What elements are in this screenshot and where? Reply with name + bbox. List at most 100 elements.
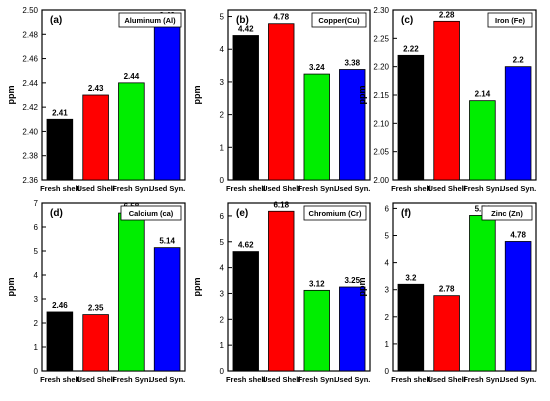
y-tick-label: 2 (385, 313, 390, 322)
bar (397, 54, 425, 181)
bar (339, 286, 366, 372)
bar-value-label: 4.62 (238, 241, 254, 250)
y-tick-label: 0 (34, 367, 39, 376)
bar (504, 241, 532, 372)
x-tick-label: Fresh Syn. (298, 375, 336, 384)
x-tick-label: Used Syn. (149, 375, 185, 384)
panel-label: (e) (236, 208, 248, 219)
bar-value-label: 5.14 (159, 237, 175, 246)
y-tick-label: 1 (220, 341, 225, 350)
bar (469, 100, 496, 181)
bar-value-label: 2.28 (439, 10, 455, 19)
x-tick-label: Used Syn. (500, 375, 536, 384)
chart-panel: 0 1 2 3 4 5 ppm 4.42 Fresh shell 4.78 Used Shell 3.… (192, 9, 371, 193)
y-tick-label: 2.05 (373, 148, 389, 157)
x-tick-label: Used Shell (262, 184, 300, 193)
bar (232, 35, 259, 181)
bar (82, 314, 109, 372)
y-tick-label: 2.42 (22, 103, 38, 112)
x-tick-label: Fresh Syn. (112, 375, 150, 384)
chart-title: Copper(Cu) (318, 16, 360, 25)
y-axis-label: ppm (192, 86, 202, 105)
y-tick-label: 2 (220, 111, 225, 120)
y-tick-label: 0 (220, 367, 225, 376)
y-tick-label: 3 (385, 286, 390, 295)
chart-panel: 0 1 2 3 4 5 6 ppm 4.62 Fresh shell 6.18 Used Shell 3… (192, 200, 371, 384)
y-tick-label: 2.36 (22, 176, 38, 185)
y-tick-label: 2.20 (373, 63, 389, 72)
bar (153, 21, 181, 181)
x-tick-label: Fresh shell (40, 184, 80, 193)
y-tick-label: 1 (385, 340, 390, 349)
y-tick-label: 2 (34, 319, 39, 328)
bar (303, 289, 330, 372)
y-tick-label: 2.46 (22, 55, 38, 64)
plot-frame (41, 202, 186, 372)
x-tick-label: Fresh shell (226, 184, 266, 193)
y-tick-label: 2.30 (373, 6, 389, 15)
bar (153, 247, 181, 372)
panel-label: (b) (236, 15, 249, 26)
bar-value-label: 2.46 (52, 301, 68, 310)
x-tick-label: Used Shell (262, 375, 300, 384)
y-tick-label: 7 (34, 199, 39, 208)
bar-value-label: 4.78 (273, 13, 289, 22)
y-tick-label: 0 (385, 367, 390, 376)
bar-value-label: 3.2 (405, 273, 417, 282)
y-tick-label: 4 (220, 264, 225, 273)
y-tick-label: 0 (220, 176, 225, 185)
y-tick-label: 2.25 (373, 34, 389, 43)
y-tick-label: 3 (220, 289, 225, 298)
chart-title: Iron (Fe) (495, 16, 525, 25)
bar-value-label: 3.25 (344, 276, 360, 285)
y-tick-label: 4 (385, 259, 390, 268)
y-tick-label: 3 (34, 295, 39, 304)
y-tick-label: 1 (34, 343, 39, 352)
title-box (311, 12, 367, 28)
bar-value-label: 2.78 (439, 285, 455, 294)
bar-value-label: 2.14 (475, 90, 491, 99)
plot-frame (392, 202, 537, 372)
title-box (118, 12, 182, 28)
bar (232, 251, 259, 372)
bar-value-label: 2.2 (513, 56, 525, 65)
panel-label: (d) (50, 208, 63, 219)
y-tick-label: 2 (220, 315, 225, 324)
y-tick-label: 5 (385, 232, 390, 241)
chart-title: Chromium (Cr) (309, 209, 362, 218)
y-tick-label: 2.50 (22, 6, 38, 15)
x-tick-label: Used Shell (427, 184, 465, 193)
bar-value-label: 2.22 (403, 44, 419, 53)
y-tick-label: 2.40 (22, 127, 38, 136)
x-tick-label: Used Syn. (334, 375, 370, 384)
y-tick-label: 2.44 (22, 79, 38, 88)
bar (82, 94, 109, 181)
x-tick-label: Used Shell (427, 375, 465, 384)
y-tick-label: 6 (34, 223, 39, 232)
bar (397, 283, 425, 372)
x-tick-label: Fresh shell (391, 375, 431, 384)
bar-value-label: 3.24 (309, 63, 325, 72)
y-tick-label: 5 (34, 247, 39, 256)
bar (268, 210, 295, 372)
bar (469, 215, 496, 372)
title-box (481, 205, 533, 221)
bar-value-label: 6.18 (273, 200, 289, 209)
y-axis-label: ppm (357, 86, 367, 105)
x-tick-label: Used Shell (76, 184, 114, 193)
x-tick-label: Fresh Syn. (112, 184, 150, 193)
y-axis-label: ppm (192, 278, 202, 297)
y-tick-label: 4 (34, 271, 39, 280)
panel-label: (f) (401, 208, 411, 219)
panel-label: (a) (50, 15, 62, 26)
y-tick-label: 3 (220, 78, 225, 87)
y-tick-label: 2.15 (373, 91, 389, 100)
y-tick-label: 6 (385, 204, 390, 213)
chart-panel: 2.00 2.05 2.10 2.15 2.20 2.25 2.30 ppm 2.22 Fresh… (357, 6, 537, 193)
bar (339, 69, 366, 181)
chart-title: Aluminum (Al) (124, 16, 176, 25)
y-axis-label: ppm (6, 86, 16, 105)
title-box (120, 205, 182, 221)
plot-frame (227, 202, 371, 372)
